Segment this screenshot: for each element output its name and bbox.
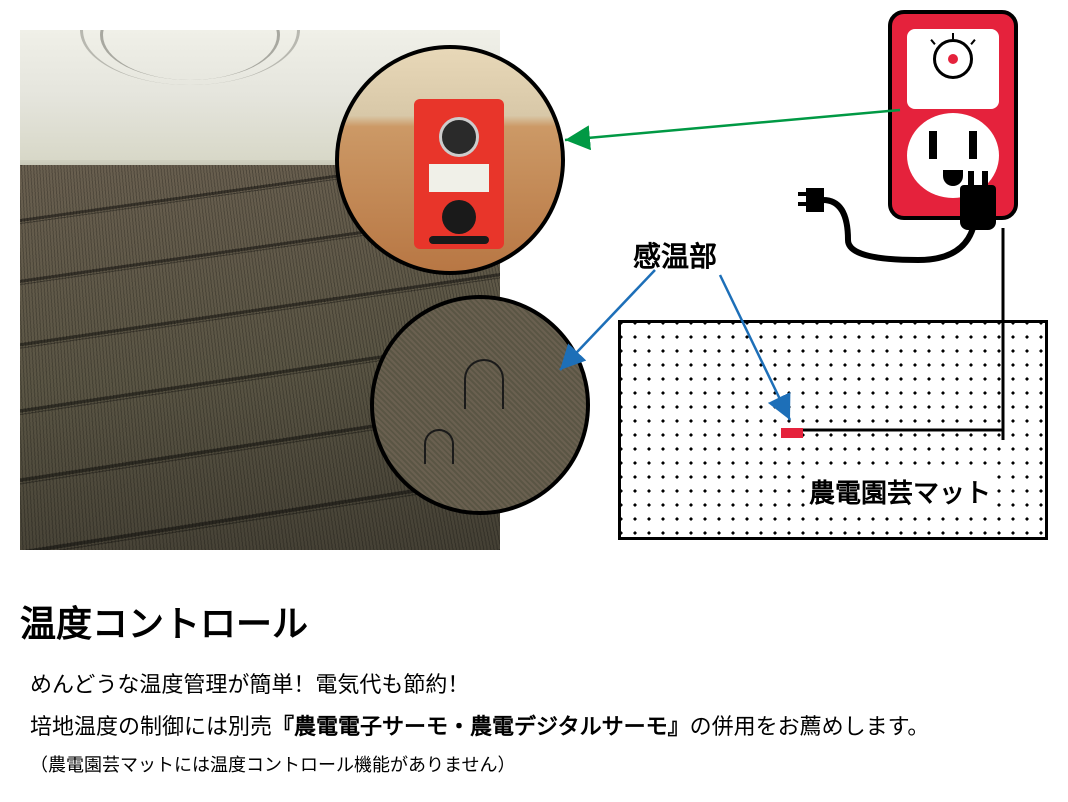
mat-label: 農電園芸マット	[805, 471, 995, 512]
headline: 温度コントロール	[20, 595, 1048, 647]
thermostat-device-photo	[414, 99, 504, 249]
cable-icon	[429, 236, 489, 244]
body-line-2: 培地温度の制御には別売『農電電子サーモ・農電デジタルサーモ』の併用をお薦めします…	[20, 709, 1048, 741]
wiring-diagram: 農電園芸マット 感温部	[608, 10, 1048, 540]
line2-prefix: 培地温度の制御には別売	[30, 714, 272, 739]
line2-bold: 『農電電子サーモ・農電デジタルサーモ』	[272, 714, 690, 739]
sensor-label: 感温部	[633, 235, 717, 275]
body-line-1: めんどうな温度管理が簡単！電気代も節約！	[20, 667, 1048, 699]
temperature-sensor-icon	[781, 428, 803, 438]
description-text: 温度コントロール めんどうな温度管理が簡単！電気代も節約！ 培地温度の制御には別…	[20, 595, 1048, 777]
line2-suffix: の併用をお薦めします。	[690, 714, 930, 739]
plug-icon	[960, 185, 996, 230]
tick-icon	[952, 33, 954, 39]
thermostat-photo-inset	[335, 45, 565, 275]
wall-plug-prong-icon	[798, 202, 806, 206]
device-label	[429, 164, 489, 192]
heat-mat: 農電園芸マット	[618, 320, 1048, 540]
thermostat-icon	[888, 10, 1018, 220]
sensor-wire-icon	[464, 359, 504, 409]
sensor-photo-inset	[370, 295, 590, 515]
greenhouse-arch	[80, 30, 300, 85]
body-line-3: （農電園芸マットには温度コントロール機能がありません）	[20, 751, 1048, 777]
dial-icon	[439, 117, 479, 157]
plug-prong-icon	[968, 171, 974, 189]
outlet-slot-icon	[969, 131, 977, 159]
thermostat-dial-panel	[907, 29, 999, 109]
wall-plug-icon	[806, 188, 824, 212]
photo-section	[20, 30, 500, 530]
outlet-slot-icon	[929, 131, 937, 159]
outlet-ground-icon	[943, 170, 963, 186]
sensor-wire-icon	[424, 429, 454, 464]
dial-icon	[933, 39, 973, 79]
plug-prong-icon	[982, 171, 988, 189]
tick-icon	[930, 39, 935, 45]
wall-plug-prong-icon	[798, 192, 806, 196]
outlet-icon	[442, 200, 476, 234]
tick-icon	[970, 39, 975, 45]
